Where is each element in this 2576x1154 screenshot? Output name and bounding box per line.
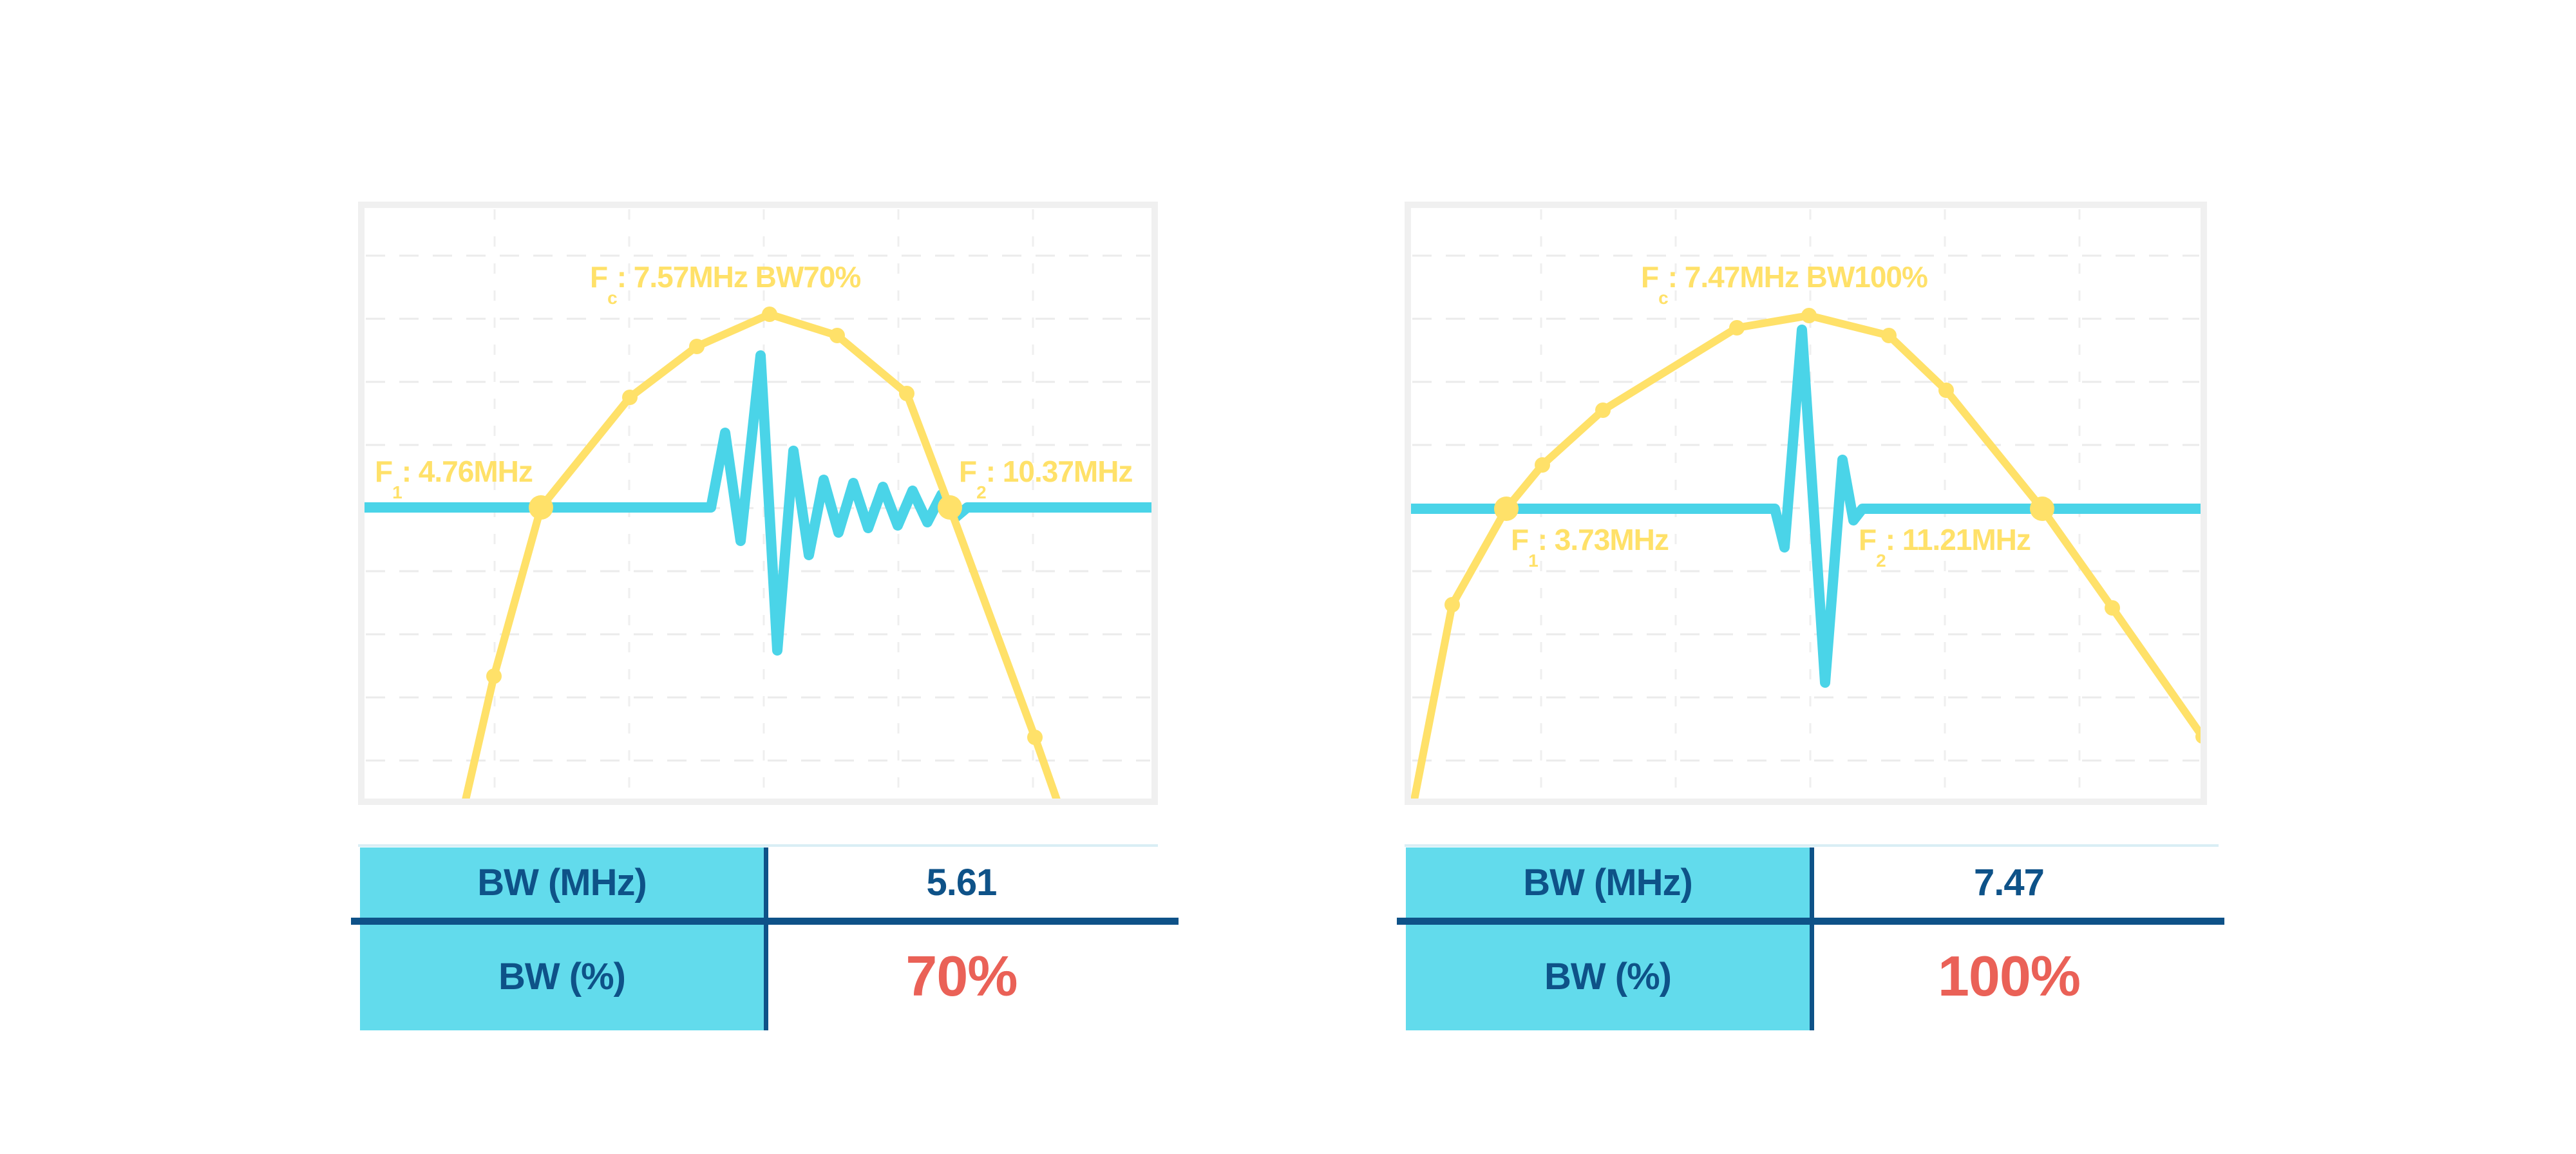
f2-label: F2: 11.21MHz — [1859, 522, 2031, 570]
bw-mhz-value: 5.61 — [926, 862, 998, 903]
f1-label: F1: 3.73MHz — [1511, 522, 1669, 570]
data-point-dot — [1027, 730, 1043, 745]
f-symbol: F — [375, 455, 393, 488]
table-header-column-background — [360, 847, 764, 1030]
f-subscript: 1 — [1528, 551, 1539, 571]
pulse-waveform-curve — [359, 350, 1157, 656]
data-point-dot — [1801, 308, 1817, 323]
f2-label: F2: 10.37MHz — [959, 453, 1133, 502]
f-symbol: F — [590, 260, 608, 294]
f1-label: F1: 4.76MHz — [375, 453, 533, 502]
f-subscript: c — [607, 288, 618, 308]
bw-pct-row-label: BW (%) — [1544, 955, 1672, 998]
pulse-waveform-curve — [1406, 325, 2206, 688]
bw-mhz-row-label: BW (MHz) — [1523, 862, 1693, 903]
f-value-text: : 10.37MHz — [985, 455, 1133, 488]
data-point-dot — [1444, 597, 1460, 612]
left-spectrum-chart — [358, 202, 1158, 805]
plot-frame-border — [1405, 202, 2207, 805]
data-point-dot — [829, 328, 845, 343]
table-column-divider — [764, 847, 768, 1030]
f-symbol: F — [1859, 523, 1877, 556]
right-spectrum-chart — [1405, 202, 2207, 805]
data-point-dot — [899, 386, 914, 401]
bandwidth-crossing-dot — [2030, 497, 2054, 521]
data-point-dot — [1535, 457, 1550, 473]
table-column-divider — [1810, 847, 1814, 1030]
f-subscript: 2 — [1876, 551, 1886, 571]
f-value-text: : 11.21MHz — [1885, 523, 2031, 556]
spectrum-data-points — [486, 307, 1043, 745]
data-point-dot — [689, 339, 705, 354]
data-point-dot — [762, 307, 777, 322]
bw-mhz-row-label: BW (MHz) — [477, 862, 647, 903]
f-subscript: 1 — [392, 482, 402, 503]
bw-mhz-value: 7.47 — [1974, 862, 2045, 903]
plot-frame-border — [358, 202, 1158, 805]
bw-pct-value: 100% — [1937, 944, 2081, 1008]
f-value-text: : 7.47MHz BW100% — [1667, 260, 1928, 294]
data-point-dot — [1729, 320, 1745, 336]
f-value-text: : 3.73MHz — [1537, 523, 1669, 556]
gridlines — [1412, 209, 2199, 797]
bandwidth-crossing-dot — [938, 495, 962, 520]
data-point-dot — [1595, 402, 1611, 418]
bw-pct-value: 70% — [905, 944, 1018, 1008]
f-subscript: c — [1658, 288, 1669, 308]
data-point-dot — [622, 390, 638, 405]
f-value-text: : 4.76MHz — [401, 455, 533, 488]
bandwidth-crossing-dot — [1494, 497, 1519, 521]
table-top-border — [1405, 844, 2219, 847]
data-point-dot — [486, 668, 502, 684]
f-symbol: F — [1641, 260, 1659, 294]
data-point-dot — [1938, 383, 1954, 398]
data-point-dot — [2105, 600, 2120, 616]
table-row-divider — [351, 918, 1179, 925]
table-header-column-background — [1406, 847, 1810, 1030]
spectrum-curve — [1410, 312, 2206, 804]
data-point-dot — [1881, 328, 1897, 343]
f-symbol: F — [959, 455, 977, 488]
bandwidth-crossing-dot — [529, 495, 553, 520]
center-frequency-label: Fc: 7.57MHz BW70% — [590, 259, 862, 307]
f-symbol: F — [1511, 523, 1529, 556]
f-value-text: : 7.57MHz BW70% — [616, 260, 862, 294]
center-frequency-label: Fc: 7.47MHz BW100% — [1641, 259, 1928, 307]
table-row-divider — [1397, 918, 2224, 925]
f-subscript: 2 — [976, 482, 987, 503]
bw-pct-row-label: BW (%) — [498, 955, 626, 998]
table-top-border — [358, 844, 1158, 847]
